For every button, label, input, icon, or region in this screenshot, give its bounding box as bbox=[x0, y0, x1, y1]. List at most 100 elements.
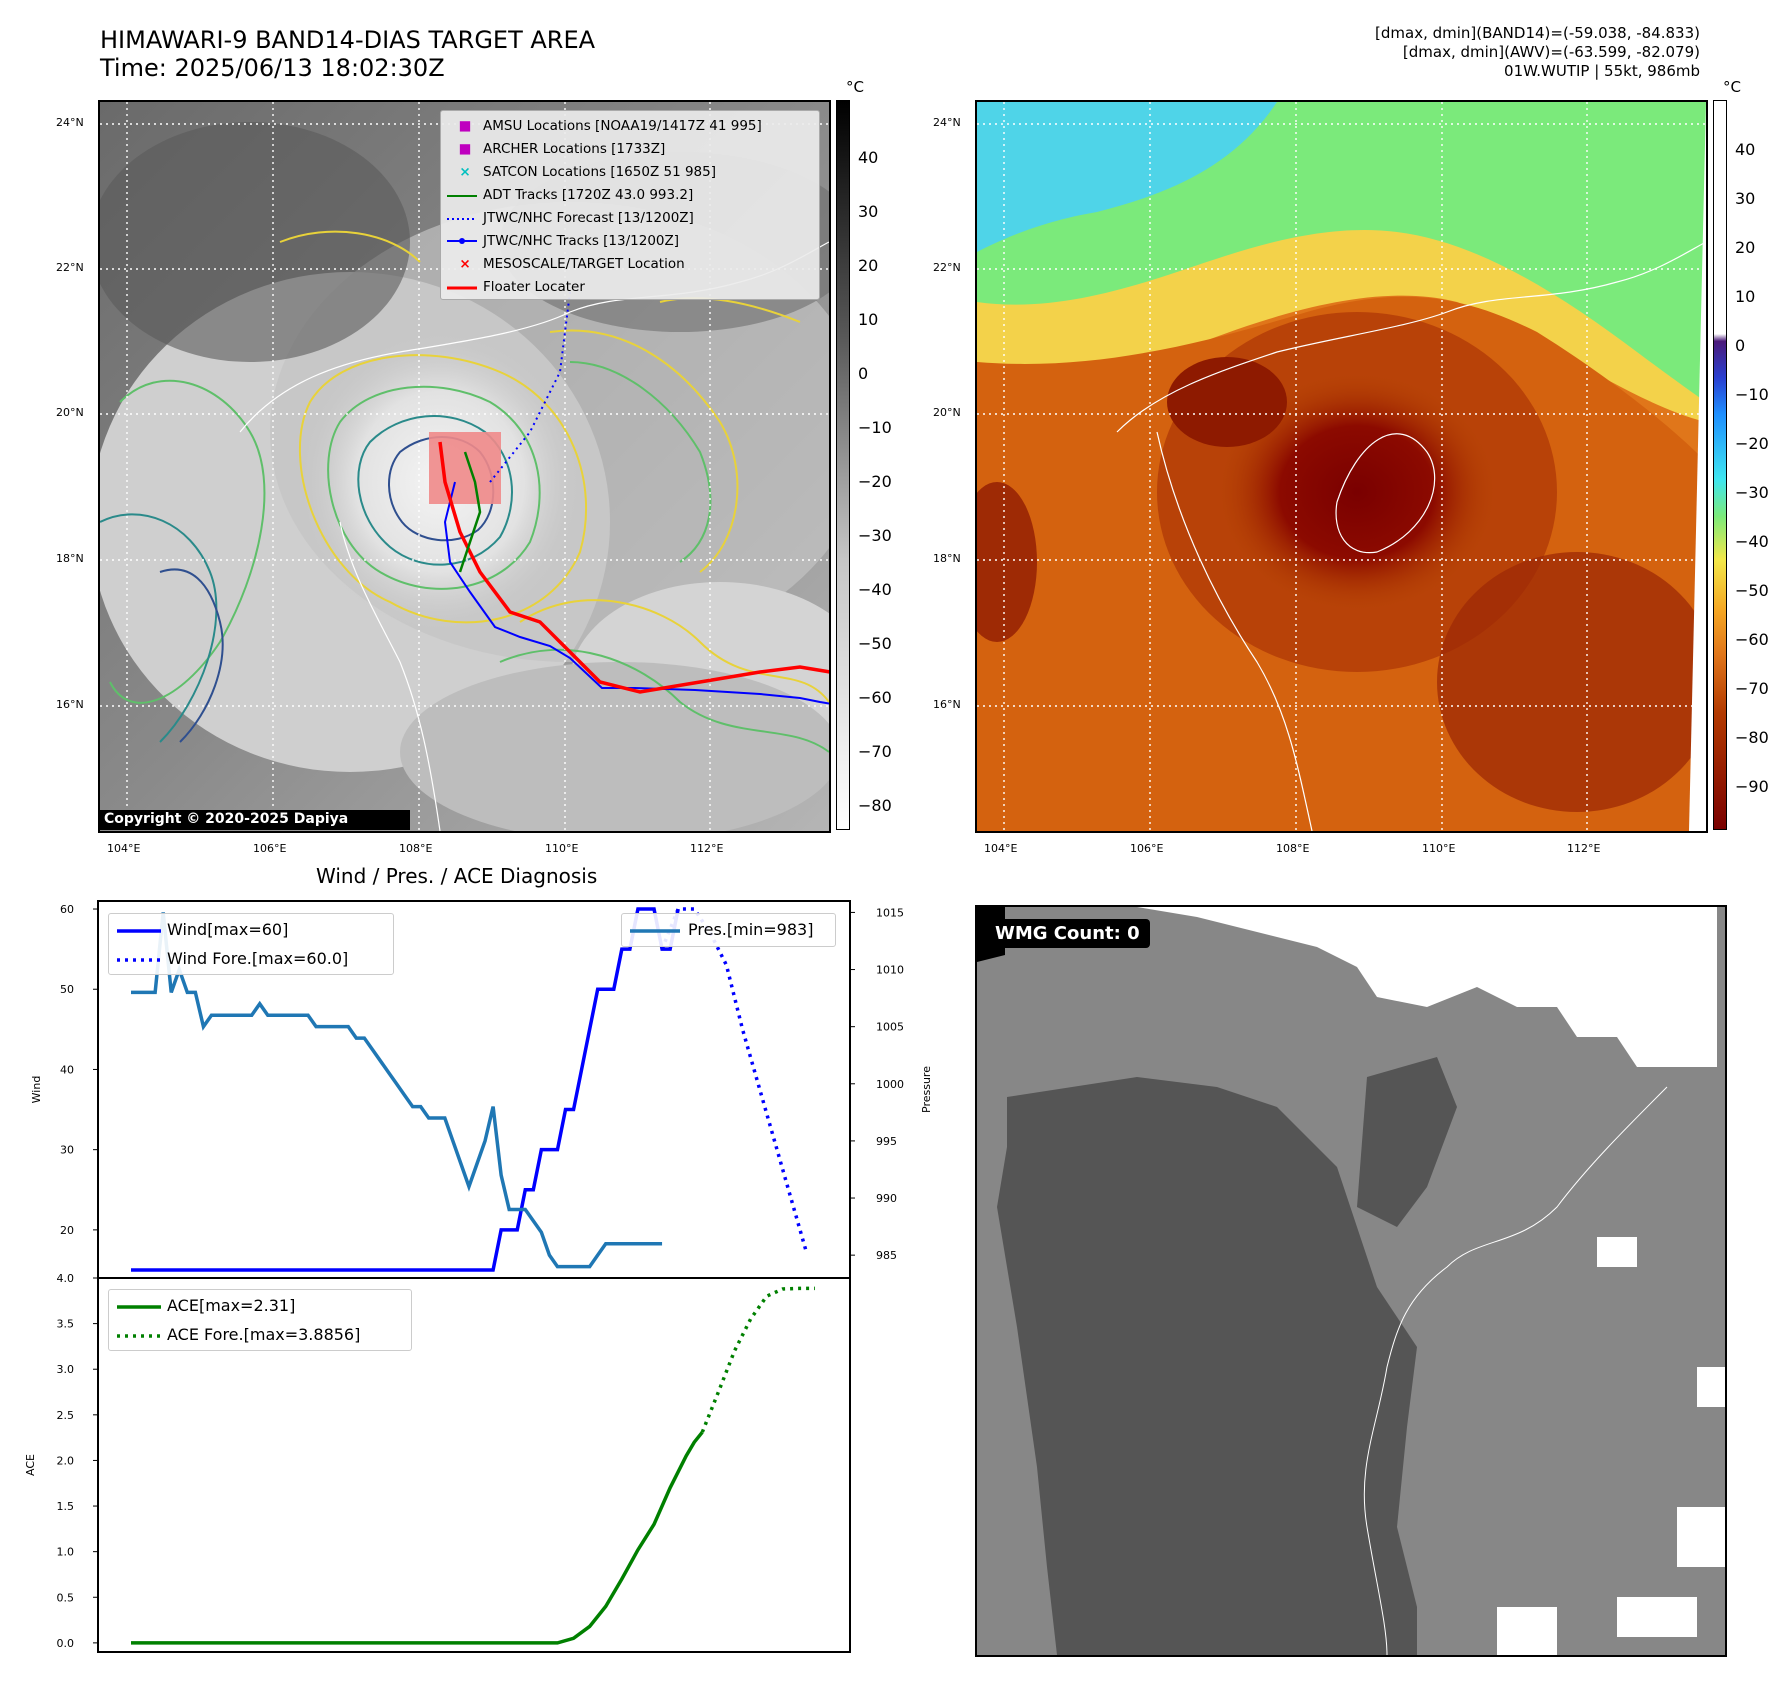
wind-y-tick-label: 20 bbox=[60, 1224, 74, 1237]
legend-item-ace-forecast: ACE Fore.[max=3.8856] bbox=[117, 1320, 403, 1349]
legend-item-wind-forecast: Wind Fore.[max=60.0] bbox=[117, 944, 385, 973]
ace-series-line-0 bbox=[131, 1431, 704, 1645]
pressure-y-tick-label: 1015 bbox=[876, 906, 904, 919]
legend-item-archer: ■ ARCHER Locations [1733Z] bbox=[447, 138, 813, 161]
x-marker-icon: × bbox=[459, 256, 471, 272]
wind-y-tick-label: 50 bbox=[60, 983, 74, 996]
ir-cb-tick: −20 bbox=[858, 472, 892, 491]
wmg-panel: WMG Count: 0 bbox=[975, 905, 1727, 1657]
title-line-2: Time: 2025/06/13 18:02:30Z bbox=[100, 54, 445, 82]
legend-item-ace: ACE[max=2.31] bbox=[117, 1291, 403, 1320]
ir-cb-tick: 0 bbox=[858, 364, 869, 383]
legend-item-wind: Wind[max=60] bbox=[117, 915, 385, 944]
awv-cb-tick: −40 bbox=[1735, 532, 1769, 551]
ir-legend: ■ AMSU Locations [NOAA19/1417Z 41 995] ■ A… bbox=[440, 110, 820, 300]
ace-series-line-1 bbox=[700, 1286, 815, 1433]
ir-cb-tick: −10 bbox=[858, 418, 892, 437]
awv-colorbar bbox=[1713, 100, 1727, 830]
ir-map-panel: Copyright © 2020-2025 Dapiya ■ AMSU Locat… bbox=[98, 100, 831, 833]
wind-legend: Wind[max=60] Wind Fore.[max=60.0] bbox=[108, 913, 394, 975]
awv-cb-tick: 40 bbox=[1735, 140, 1756, 159]
awv-cb-tick: −20 bbox=[1735, 434, 1769, 453]
awv-lat-label: 18°N bbox=[933, 552, 961, 565]
line-dot-icon bbox=[447, 230, 483, 253]
wind-y-axis-label: Wind bbox=[30, 1076, 43, 1104]
square-marker-icon: ■ bbox=[458, 141, 472, 157]
stats-awv: [dmax, dmin](AWV)=(-63.599, -82.079) bbox=[1402, 43, 1700, 61]
awv-cb-tick: 30 bbox=[1735, 189, 1756, 208]
wind-y-tick-label: 30 bbox=[60, 1144, 74, 1157]
ir-lat-label: 18°N bbox=[56, 552, 84, 565]
awv-cb-tick: 20 bbox=[1735, 238, 1756, 257]
wind-y-tick-label: 60 bbox=[60, 903, 74, 916]
x-marker-icon: × bbox=[459, 164, 471, 180]
pressure-y-tick-label: 990 bbox=[876, 1192, 897, 1205]
awv-cb-tick: −90 bbox=[1735, 777, 1769, 796]
ace-y-tick-label: 1.5 bbox=[57, 1500, 75, 1513]
pressure-legend: Pres.[min=983] bbox=[621, 913, 836, 947]
ir-colorbar bbox=[836, 100, 850, 830]
ir-cb-tick: −40 bbox=[858, 580, 892, 599]
awv-lon-label: 112°E bbox=[1567, 842, 1601, 855]
awv-colorbar-unit: °C bbox=[1723, 78, 1741, 96]
wind-series-line-2 bbox=[131, 912, 663, 1269]
line-marker-icon bbox=[447, 276, 483, 299]
awv-lat-label: 16°N bbox=[933, 698, 961, 711]
awv-cb-tick: −50 bbox=[1735, 581, 1769, 600]
ir-colorbar-unit: °C bbox=[846, 78, 864, 96]
awv-cb-tick: 0 bbox=[1735, 336, 1746, 355]
ace-axes-frame bbox=[97, 1277, 851, 1653]
wind-series-line-0 bbox=[131, 907, 680, 1272]
legend-item-mesoscale: × MESOSCALE/TARGET Location bbox=[447, 253, 813, 276]
diagnosis-chart: 20 30 40 50 60 Wind 985 990 995 1000 1005 1010 1015 P… bbox=[24, 900, 933, 1653]
solid-line-icon bbox=[630, 915, 688, 944]
solid-line-icon bbox=[117, 1291, 167, 1320]
pressure-y-tick-label: 985 bbox=[876, 1249, 897, 1262]
awv-map-panel bbox=[975, 100, 1708, 833]
pressure-y-axis-label: Pressure bbox=[920, 1066, 933, 1113]
ace-y-tick-label: 4.0 bbox=[57, 1272, 75, 1285]
ir-lon-label: 106°E bbox=[253, 842, 287, 855]
title-line-1: HIMAWARI-9 BAND14-DIAS TARGET AREA bbox=[100, 26, 596, 54]
wind-series-line-1 bbox=[660, 907, 809, 1255]
awv-cb-tick: −10 bbox=[1735, 385, 1769, 404]
ace-y-axis-label: ACE bbox=[24, 1454, 37, 1476]
dotted-line-icon bbox=[117, 1320, 167, 1349]
ace-y-tick-label: 3.5 bbox=[57, 1318, 75, 1331]
ir-cb-tick: 10 bbox=[858, 310, 879, 329]
diagnosis-title: Wind / Pres. / ACE Diagnosis bbox=[316, 864, 598, 888]
awv-lon-label: 106°E bbox=[1130, 842, 1164, 855]
awv-lon-label: 108°E bbox=[1276, 842, 1310, 855]
ir-cb-tick: −80 bbox=[858, 796, 892, 815]
ir-lat-label: 22°N bbox=[56, 261, 84, 274]
ir-lon-label: 104°E bbox=[107, 842, 141, 855]
dotted-line-icon bbox=[447, 207, 483, 230]
dotted-line-icon bbox=[117, 944, 167, 973]
pressure-y-tick-label: 995 bbox=[876, 1135, 897, 1148]
ace-y-tick-label: 2.5 bbox=[57, 1409, 75, 1422]
ace-y-tick-label: 2.0 bbox=[57, 1454, 75, 1467]
ir-cb-tick: −60 bbox=[858, 688, 892, 707]
awv-lon-label: 110°E bbox=[1422, 842, 1456, 855]
awv-cb-tick: −70 bbox=[1735, 679, 1769, 698]
wmg-image bbox=[977, 907, 1725, 1655]
pressure-y-tick-label: 1000 bbox=[876, 1078, 904, 1091]
awv-lat-label: 24°N bbox=[933, 116, 961, 129]
ir-lat-label: 24°N bbox=[56, 116, 84, 129]
wmg-count-label: WMG Count: 0 bbox=[985, 919, 1150, 948]
pressure-y-tick-label: 1005 bbox=[876, 1021, 904, 1034]
figure-title: HIMAWARI-9 BAND14-DIAS TARGET AREA Time:… bbox=[100, 26, 595, 82]
awv-cb-tick: −30 bbox=[1735, 483, 1769, 502]
awv-cb-tick: −60 bbox=[1735, 630, 1769, 649]
stats-storm: 01W.WUTIP | 55kt, 986mb bbox=[1504, 62, 1700, 80]
awv-cb-tick: 10 bbox=[1735, 287, 1756, 306]
stats-band14: [dmax, dmin](BAND14)=(-59.038, -84.833) bbox=[1375, 24, 1700, 42]
ace-y-tick-label: 1.0 bbox=[57, 1546, 75, 1559]
wind-y-tick-label: 40 bbox=[60, 1063, 74, 1076]
legend-item-floater: Floater Locater bbox=[447, 276, 813, 299]
stats-block: [dmax, dmin](BAND14)=(-59.038, -84.833) … bbox=[1375, 24, 1700, 81]
ace-y-tick-label: 0.5 bbox=[57, 1591, 75, 1604]
legend-item-amsu: ■ AMSU Locations [NOAA19/1417Z 41 995] bbox=[447, 115, 813, 138]
ace-legend: ACE[max=2.31] ACE Fore.[max=3.8856] bbox=[108, 1289, 412, 1351]
awv-lon-label: 104°E bbox=[984, 842, 1018, 855]
